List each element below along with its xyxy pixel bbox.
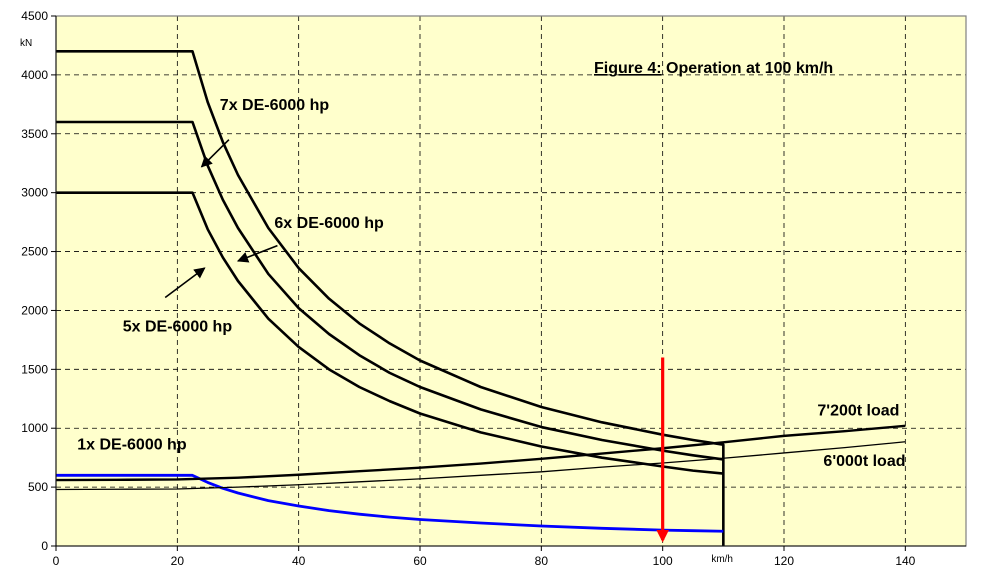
axes: 0 20 40 60 80 100 120 140 0 500 1000 1500 2000 2500 30… — [21, 9, 967, 568]
x-axis-unit: km/h — [711, 554, 733, 565]
series-annotation-label: 5x DE-6000 hp — [123, 319, 233, 336]
x-tick-label: 20 — [171, 554, 185, 568]
y-axis-unit: kN — [20, 38, 32, 49]
x-tick-label: 60 — [413, 554, 427, 568]
y-tick-label: 4500 — [21, 9, 48, 23]
x-tick-label: 40 — [292, 554, 306, 568]
x-tick-label: 0 — [53, 554, 60, 568]
y-tick-label: 4000 — [21, 68, 48, 82]
chart-title-prefix: Figure 4: — [594, 60, 662, 77]
x-tick-label: 100 — [653, 554, 673, 568]
annotation-arrow — [200, 139, 230, 168]
x-tick-label: 140 — [895, 554, 915, 568]
series-line — [56, 191, 724, 475]
y-tick-label: 2000 — [21, 303, 48, 317]
y-tick-label: 3500 — [21, 127, 48, 141]
y-tick-label: 1000 — [21, 421, 48, 435]
series-layer — [55, 50, 906, 546]
series-annotation-label: 7x DE-6000 hp — [220, 97, 330, 114]
chart-title-rest: Operation at 100 km/h — [662, 60, 834, 77]
annotations: 7x DE-6000 hp 6x DE-6000 hp 5x DE-6000 hp 1… — [77, 97, 905, 470]
series-annotation-label: 1x DE-6000 hp — [77, 436, 187, 453]
annotation-arrow — [164, 267, 206, 299]
series-line — [56, 120, 724, 461]
annotation-arrow — [236, 244, 278, 263]
series-line — [56, 473, 724, 533]
x-tick-label: 80 — [535, 554, 549, 568]
y-tick-label: 1500 — [21, 362, 48, 376]
series-line — [55, 441, 906, 491]
series-annotation-label: 6x DE-6000 hp — [274, 215, 384, 232]
y-tick-label: 3000 — [21, 186, 48, 200]
x-tick-label: 120 — [774, 554, 794, 568]
y-tick-label: 0 — [41, 539, 48, 553]
y-tick-label: 2500 — [21, 245, 48, 259]
series-annotation-label: 7'200t load — [817, 402, 899, 419]
series-annotation-label: 6'000t load — [823, 453, 905, 470]
chart-title: Figure 4: Operation at 100 km/h — [594, 60, 833, 77]
series-line — [56, 50, 725, 546]
series-line — [55, 424, 906, 482]
y-tick-label: 500 — [28, 480, 48, 494]
